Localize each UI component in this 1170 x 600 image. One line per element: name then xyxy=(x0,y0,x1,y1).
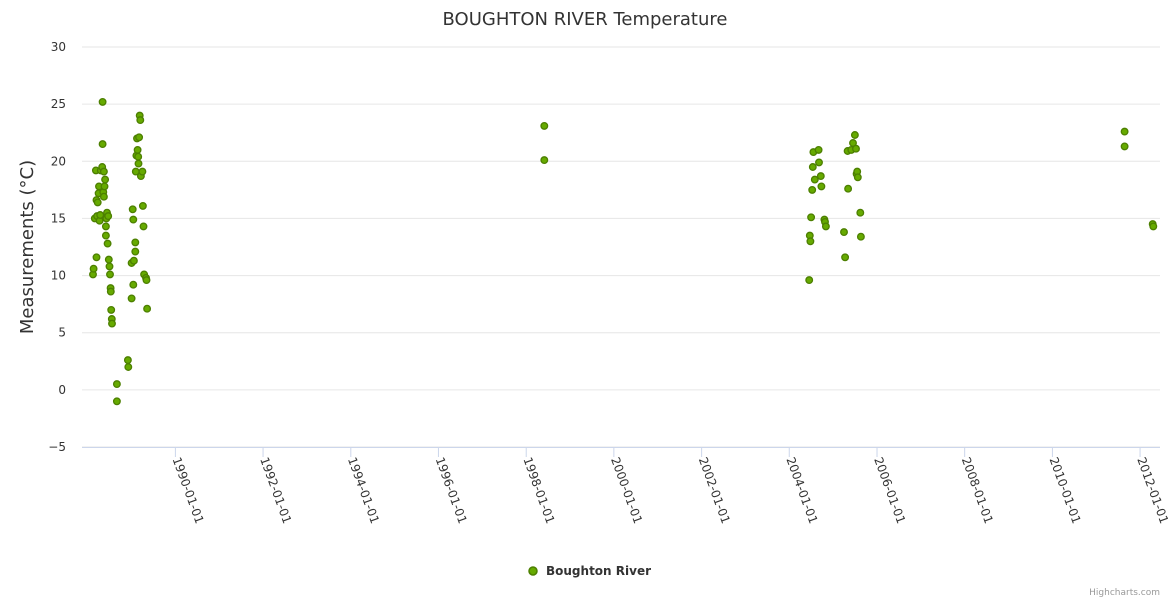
data-point[interactable] xyxy=(807,213,816,222)
data-point[interactable] xyxy=(808,185,817,194)
y-tick-label: −5 xyxy=(48,440,66,454)
legend-marker xyxy=(528,566,538,576)
data-point[interactable] xyxy=(108,319,116,328)
data-point[interactable] xyxy=(135,133,144,142)
data-point[interactable] xyxy=(129,280,138,289)
y-tick-label: 5 xyxy=(58,326,66,340)
data-point[interactable] xyxy=(112,380,121,389)
x-tick-label: 1992-01-01 xyxy=(257,455,294,525)
data-point[interactable] xyxy=(808,163,817,171)
x-tick-label: 2010-01-01 xyxy=(1047,455,1084,525)
data-point[interactable] xyxy=(101,231,110,240)
data-point[interactable] xyxy=(101,222,110,231)
data-point[interactable] xyxy=(124,363,133,371)
data-point[interactable] xyxy=(105,262,114,271)
data-point[interactable] xyxy=(103,239,112,248)
data-point[interactable] xyxy=(106,287,115,296)
x-tick-label: 2002-01-01 xyxy=(696,455,733,525)
data-point[interactable] xyxy=(92,253,101,262)
data-point[interactable] xyxy=(136,116,145,125)
data-point[interactable] xyxy=(134,159,143,168)
x-tick-label: 2008-01-01 xyxy=(959,455,996,525)
data-point[interactable] xyxy=(106,270,114,279)
x-tick-label: 2012-01-01 xyxy=(1134,455,1170,525)
y-tick-label: 20 xyxy=(51,154,66,168)
data-point[interactable] xyxy=(93,198,102,207)
data-point[interactable] xyxy=(856,208,865,217)
data-point[interactable] xyxy=(143,304,152,313)
data-point[interactable] xyxy=(844,184,853,193)
y-tick-label: 10 xyxy=(51,269,66,283)
data-point[interactable] xyxy=(1149,222,1158,231)
data-point[interactable] xyxy=(139,222,148,231)
x-tick-label: 1998-01-01 xyxy=(520,455,557,525)
x-tick-label: 1996-01-01 xyxy=(433,455,470,525)
x-tick-label: 2004-01-01 xyxy=(783,455,820,525)
data-point[interactable] xyxy=(104,212,113,221)
x-tick-label: 1994-01-01 xyxy=(345,455,382,525)
data-point[interactable] xyxy=(129,215,138,224)
legend[interactable]: Boughton River xyxy=(528,564,651,578)
data-points[interactable] xyxy=(89,97,1158,406)
x-tick-label: 1990-01-01 xyxy=(170,455,207,525)
data-point[interactable] xyxy=(107,305,116,314)
y-tick-label: 15 xyxy=(51,211,66,225)
data-point[interactable] xyxy=(101,175,110,184)
data-point[interactable] xyxy=(817,182,826,191)
data-point[interactable] xyxy=(98,97,107,106)
data-point[interactable] xyxy=(841,253,850,262)
data-point[interactable] xyxy=(853,173,862,182)
credits-link[interactable]: Highcharts.com xyxy=(1089,588,1160,598)
data-point[interactable] xyxy=(123,356,132,365)
data-point[interactable] xyxy=(821,222,830,231)
x-axis xyxy=(82,447,1160,457)
y-axis-label: Measurements (°C) xyxy=(17,160,38,334)
data-point[interactable] xyxy=(133,145,142,154)
data-point[interactable] xyxy=(1120,142,1129,151)
x-axis-tick-labels: 1990-01-01 1992-01-01 1994-01-01 1996-01-01… xyxy=(170,455,1170,525)
data-point[interactable] xyxy=(540,121,549,130)
data-point[interactable] xyxy=(131,238,140,247)
grid-lines xyxy=(82,46,1160,448)
y-tick-label: 0 xyxy=(58,383,66,397)
data-point[interactable] xyxy=(128,205,137,214)
data-point[interactable] xyxy=(816,172,825,181)
data-point[interactable] xyxy=(131,247,140,256)
data-point[interactable] xyxy=(540,156,549,165)
y-tick-label: 25 xyxy=(51,97,66,111)
data-point[interactable] xyxy=(142,276,151,285)
data-point[interactable] xyxy=(856,232,865,241)
data-point[interactable] xyxy=(138,201,147,210)
y-tick-label: 30 xyxy=(51,40,66,54)
data-point[interactable] xyxy=(98,140,107,149)
data-point[interactable] xyxy=(814,145,823,154)
chart-title: BOUGHTON RIVER Temperature xyxy=(443,9,728,30)
data-point[interactable] xyxy=(138,167,147,176)
x-tick-label: 2006-01-01 xyxy=(871,455,908,525)
legend-label[interactable]: Boughton River xyxy=(546,564,651,578)
data-point[interactable] xyxy=(840,228,848,237)
data-point[interactable] xyxy=(104,255,113,264)
x-tick-label: 2000-01-01 xyxy=(608,455,645,525)
y-axis-tick-labels: −5 0 5 10 15 20 25 30 xyxy=(48,40,66,454)
data-point[interactable] xyxy=(96,211,105,219)
data-point[interactable] xyxy=(806,237,815,246)
data-point[interactable] xyxy=(127,294,136,303)
data-point[interactable] xyxy=(112,397,121,406)
data-point[interactable] xyxy=(129,256,138,265)
data-point[interactable] xyxy=(99,192,108,201)
data-point[interactable] xyxy=(1120,127,1129,136)
data-point[interactable] xyxy=(805,276,814,285)
data-point[interactable] xyxy=(100,182,109,191)
data-point[interactable] xyxy=(852,144,860,153)
data-point[interactable] xyxy=(850,131,859,139)
data-point[interactable] xyxy=(810,175,819,184)
data-point[interactable] xyxy=(99,167,108,176)
data-point[interactable] xyxy=(815,158,823,167)
data-point[interactable] xyxy=(134,152,143,161)
data-point[interactable] xyxy=(89,264,98,273)
